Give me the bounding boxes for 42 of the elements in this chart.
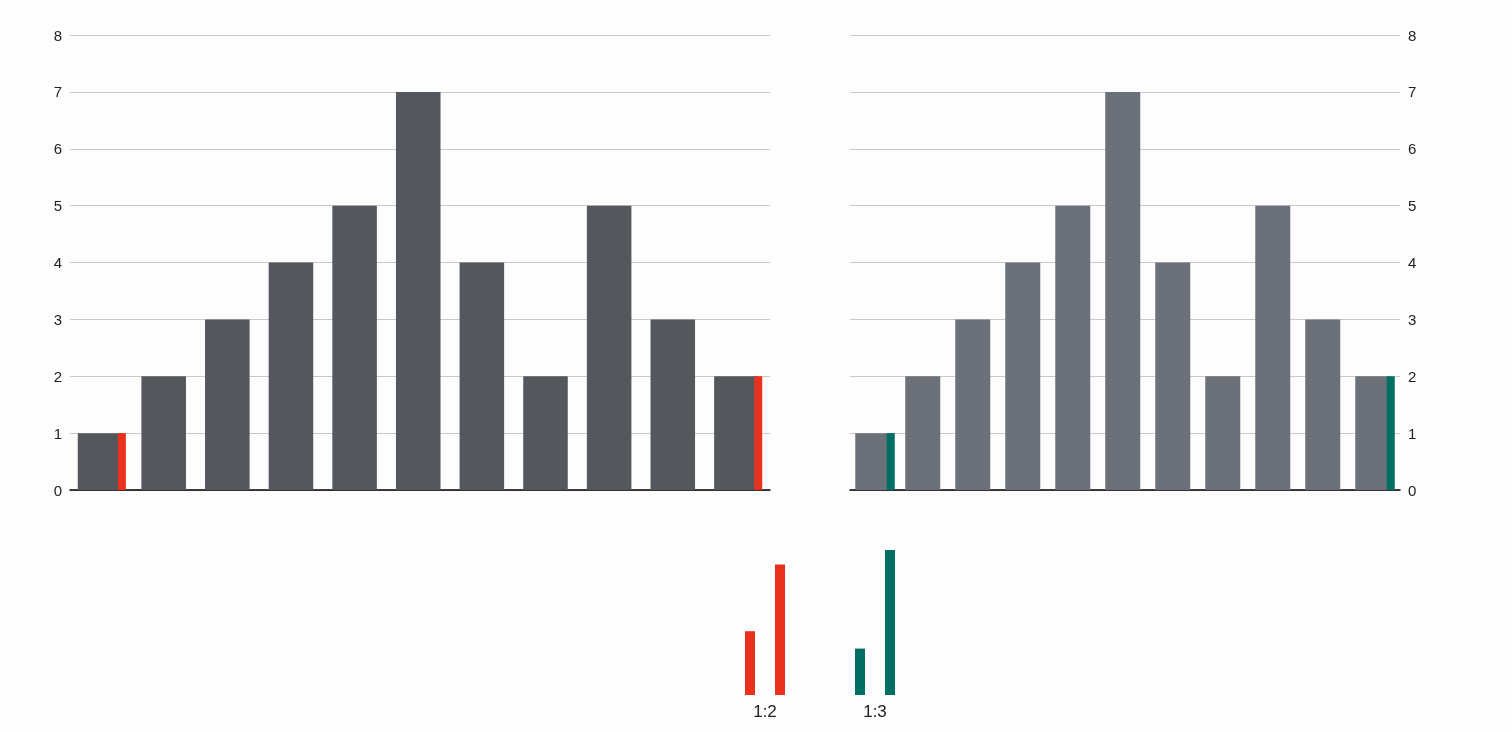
x-tick-label: 1:2	[753, 702, 777, 721]
bar	[1205, 376, 1241, 490]
y2-tick-label: 8	[1408, 26, 1417, 44]
bar	[1005, 262, 1041, 490]
y2-tick-label: 4	[1408, 254, 1417, 271]
bar	[754, 376, 763, 490]
bar	[459, 262, 505, 490]
bar	[1055, 205, 1091, 490]
y2-tick-label: 7	[1408, 83, 1417, 101]
y2-tick-label: 0	[1408, 481, 1417, 499]
x-tick-label: 1:3	[863, 702, 887, 721]
y-tick-label: 6	[53, 140, 62, 158]
bar	[1305, 319, 1341, 490]
bar	[205, 319, 250, 490]
bar	[332, 205, 377, 490]
y-tick-label: 2	[53, 367, 62, 385]
bar	[650, 319, 696, 490]
bar	[268, 262, 314, 490]
y2-tick-label: 6	[1408, 140, 1417, 158]
bar	[955, 319, 991, 490]
bar	[523, 376, 568, 490]
y2-tick-label: 5	[1408, 197, 1417, 215]
bar	[141, 376, 186, 490]
bar	[117, 433, 126, 490]
y2-tick-label: 2	[1408, 367, 1417, 385]
y2-tick-label: 3	[1408, 310, 1417, 328]
y-tick-label: 8	[53, 26, 62, 44]
bar	[395, 91, 441, 490]
bar	[1105, 91, 1141, 490]
bar	[1386, 376, 1395, 490]
y-tick-label: 3	[53, 310, 62, 328]
y-tick-label: 7	[53, 83, 62, 101]
bar	[1155, 262, 1191, 490]
y-tick-label: 5	[53, 197, 62, 215]
bar	[905, 376, 941, 490]
y2-tick-label: 1	[1408, 424, 1417, 442]
bar	[1255, 205, 1291, 490]
bar	[886, 433, 895, 490]
bar	[586, 205, 632, 490]
y-tick-label: 1	[53, 424, 62, 442]
y-tick-label: 4	[53, 254, 62, 271]
y-tick-label: 0	[53, 481, 62, 499]
